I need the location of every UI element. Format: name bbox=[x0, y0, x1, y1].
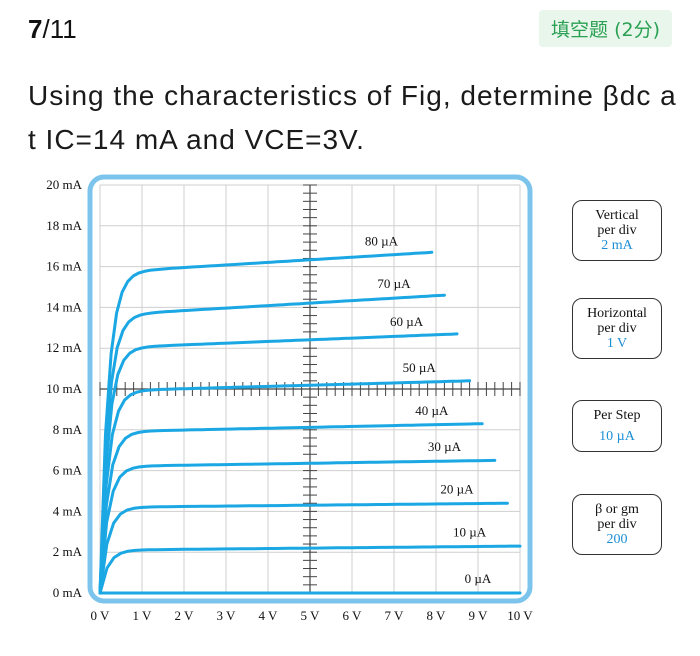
y-tick-label: 4 mA bbox=[53, 503, 83, 518]
y-tick-label: 14 mA bbox=[46, 299, 82, 314]
x-tick-label: 9 V bbox=[469, 608, 489, 623]
horizontal-per-div-value: 1 V bbox=[606, 336, 628, 351]
curve-line bbox=[98, 332, 459, 595]
curve-line bbox=[98, 458, 497, 595]
x-tick-label: 5 V bbox=[301, 608, 321, 623]
question-text: Using the characteristics of Fig, determ… bbox=[28, 80, 677, 155]
x-tick-label: 3 V bbox=[217, 608, 237, 623]
curve-line bbox=[98, 501, 509, 595]
y-tick-label: 20 mA bbox=[46, 177, 82, 192]
per-step-box: Per Step 10 µA bbox=[572, 400, 662, 452]
transistor-characteristics-figure: 0 mA 2 mA 4 mA 6 mA 8 mA 10 mA 12 mA 14 mA 16 mA… bbox=[0, 170, 700, 656]
horizontal-per-div-box: Horizontal per div 1 V bbox=[572, 298, 662, 359]
x-tick-label: 8 V bbox=[427, 608, 447, 623]
question-type-badge: 填空题 (2分) bbox=[539, 10, 672, 47]
curve-label: 60 µA bbox=[390, 314, 424, 329]
x-tick-label: 10 V bbox=[507, 608, 533, 623]
curve-label: 30 µA bbox=[428, 439, 462, 454]
y-tick-label: 12 mA bbox=[46, 340, 82, 355]
curve-label: 70 µA bbox=[377, 276, 411, 291]
y-tick-label: 8 mA bbox=[53, 422, 83, 437]
x-tick-label: 0 V bbox=[91, 608, 111, 623]
total-questions: /11 bbox=[42, 14, 77, 44]
beta-per-div-value: 200 bbox=[606, 532, 628, 547]
question-progress: 7/11 bbox=[28, 14, 77, 45]
y-tick-label: 0 mA bbox=[53, 585, 83, 600]
curve-label: 50 µA bbox=[403, 360, 437, 375]
beta-per-div-label: β or gm per div bbox=[595, 502, 639, 532]
y-tick-label: 18 mA bbox=[46, 218, 82, 233]
y-tick-label: 2 mA bbox=[53, 544, 83, 559]
y-tick-label: 6 mA bbox=[53, 463, 83, 478]
x-tick-label: 4 V bbox=[259, 608, 279, 623]
curve-label: 0 µA bbox=[465, 571, 492, 586]
beta-per-div-box: β or gm per div 200 bbox=[572, 494, 662, 555]
characteristic-curves-chart: 0 mA 2 mA 4 mA 6 mA 8 mA 10 mA 12 mA 14 mA 16 mA… bbox=[46, 174, 533, 623]
vertical-per-div-box: Vertical per div 2 mA bbox=[572, 200, 662, 261]
y-tick-label: 16 mA bbox=[46, 259, 82, 274]
curve-line bbox=[98, 293, 446, 595]
current-question-number: 7 bbox=[28, 14, 43, 44]
per-step-value: 10 µA bbox=[599, 429, 635, 444]
curve-line bbox=[98, 379, 472, 595]
horizontal-per-div-label: Horizontal per div bbox=[587, 306, 647, 336]
x-tick-label: 6 V bbox=[343, 608, 363, 623]
x-tick-label: 1 V bbox=[133, 608, 153, 623]
y-tick-label: 10 mA bbox=[46, 381, 82, 396]
curve-label: 10 µA bbox=[453, 525, 487, 540]
curve-label: 40 µA bbox=[415, 403, 449, 418]
per-step-label: Per Step bbox=[593, 408, 641, 423]
curve-line bbox=[98, 422, 484, 595]
curve-label: 20 µA bbox=[440, 482, 474, 497]
vertical-per-div-value: 2 mA bbox=[601, 238, 633, 253]
x-tick-label: 7 V bbox=[385, 608, 405, 623]
curve-label: 80 µA bbox=[365, 233, 399, 248]
curve-line bbox=[98, 544, 522, 595]
x-tick-label: 2 V bbox=[175, 608, 195, 623]
curve-line bbox=[98, 250, 434, 595]
vertical-per-div-label: Vertical per div bbox=[595, 208, 639, 238]
